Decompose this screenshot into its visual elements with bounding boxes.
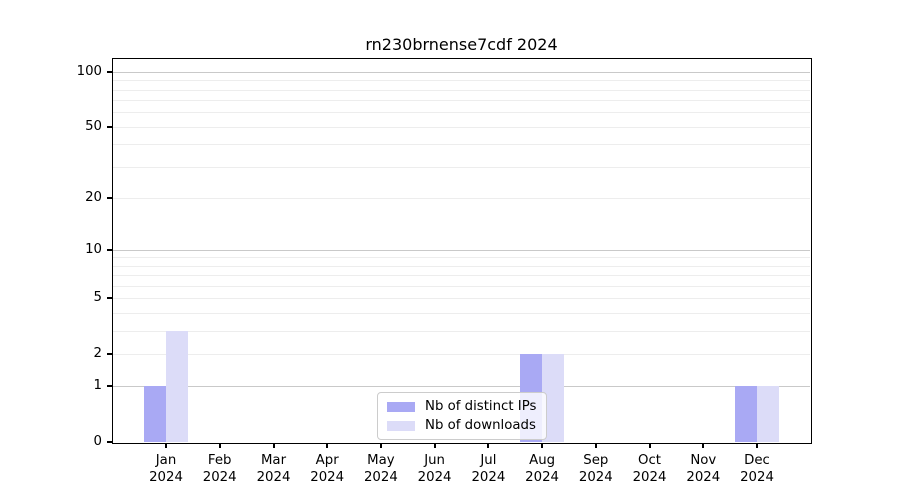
minor-gridline [113, 166, 810, 168]
legend-label: Nb of distinct IPs [425, 399, 537, 414]
y-tick-label: 20 [85, 189, 102, 205]
minor-gridline [113, 285, 810, 287]
x-tick-label: Sep 2024 [578, 453, 613, 485]
x-tick-mark [541, 443, 544, 448]
x-tick-label: Jun 2024 [417, 453, 452, 485]
y-tick-label: 5 [93, 290, 102, 306]
major-gridline [113, 249, 810, 251]
x-tick-label: Dec 2024 [740, 453, 774, 485]
y-tick-label: 10 [85, 241, 102, 257]
y-tick-mark [107, 248, 112, 251]
legend-swatch [387, 420, 415, 431]
bar-nb-of-distinct-ips [144, 386, 166, 442]
y-tick-mark [107, 125, 112, 128]
bar-nb-of-distinct-ips [735, 386, 757, 442]
x-tick-mark [272, 443, 275, 448]
y-tick-mark [107, 441, 112, 443]
y-tick-mark [107, 385, 112, 388]
minor-gridline [113, 353, 810, 355]
bar-nb-of-downloads [757, 386, 779, 442]
chart-title: rn230brnense7cdf 2024 [365, 35, 558, 54]
x-tick-mark [702, 443, 705, 448]
x-tick-label: Nov 2024 [686, 453, 721, 485]
legend-label: Nb of downloads [425, 418, 536, 433]
minor-gridline [113, 100, 810, 102]
legend-item: Nb of downloads [387, 418, 536, 433]
minor-gridline [113, 197, 810, 199]
x-tick-mark [379, 443, 382, 448]
x-tick-mark [326, 443, 329, 448]
minor-gridline [113, 265, 810, 267]
x-tick-mark [218, 443, 221, 448]
minor-gridline [113, 89, 810, 91]
x-tick-label: Mar 2024 [256, 453, 291, 485]
x-tick-label: Jan 2024 [149, 453, 183, 485]
minor-gridline [113, 275, 810, 277]
x-tick-label: Oct 2024 [632, 453, 667, 485]
legend-item: Nb of distinct IPs [387, 399, 536, 414]
x-tick-mark [487, 443, 490, 448]
major-gridline [113, 71, 810, 73]
y-tick-label: 100 [76, 63, 102, 79]
x-tick-mark [648, 443, 651, 448]
y-tick-label: 0 [93, 434, 102, 449]
x-tick-label: Feb 2024 [202, 453, 237, 485]
x-tick-label: Jul 2024 [471, 453, 506, 485]
x-tick-mark [594, 443, 597, 448]
bar-nb-of-downloads [166, 330, 188, 442]
major-gridline [113, 386, 810, 388]
minor-gridline [113, 112, 810, 114]
minor-gridline [113, 144, 810, 146]
minor-gridline [113, 312, 810, 314]
bar-nb-of-downloads [542, 353, 565, 442]
y-tick-label: 2 [93, 345, 102, 361]
y-tick-label: 1 [93, 378, 102, 394]
minor-gridline [113, 330, 810, 332]
minor-gridline [113, 257, 810, 259]
x-tick-mark [756, 443, 758, 448]
minor-gridline [113, 126, 810, 128]
x-tick-mark [433, 443, 436, 448]
y-tick-mark [107, 297, 112, 300]
y-tick-mark [107, 196, 112, 199]
legend: Nb of distinct IPs Nb of downloads [377, 392, 548, 440]
x-tick-mark [165, 443, 167, 448]
y-tick-mark [107, 70, 112, 73]
x-tick-label: May 2024 [363, 453, 398, 485]
x-tick-label: Apr 2024 [310, 453, 345, 485]
x-tick-label: Aug 2024 [525, 453, 560, 485]
y-tick-label: 50 [85, 118, 102, 134]
minor-gridline [113, 298, 810, 300]
minor-gridline [113, 80, 810, 82]
legend-swatch [387, 401, 415, 412]
y-tick-mark [107, 352, 112, 355]
